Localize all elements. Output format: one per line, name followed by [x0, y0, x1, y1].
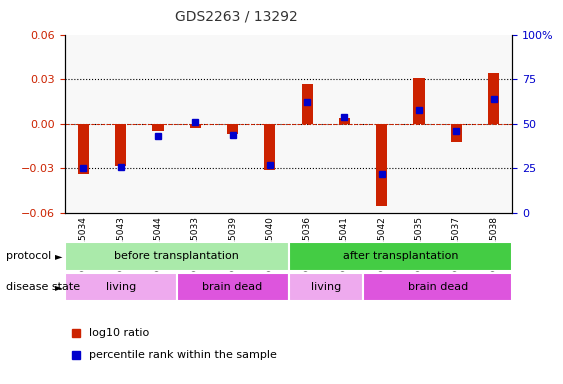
Text: ►: ► [55, 282, 63, 292]
Text: protocol: protocol [6, 251, 51, 262]
Bar [363, 273, 512, 301]
Text: ►: ► [55, 251, 63, 262]
Text: brain dead: brain dead [408, 282, 468, 292]
Bar [376, 124, 387, 206]
Bar [177, 35, 214, 213]
Bar [251, 35, 288, 213]
Bar [214, 35, 251, 213]
Bar [438, 35, 475, 213]
Bar [289, 273, 363, 301]
Bar [102, 35, 139, 213]
Text: log10 ratio: log10 ratio [90, 328, 150, 338]
Bar [289, 35, 326, 213]
Bar [264, 124, 275, 170]
Text: after transplantation: after transplantation [343, 251, 458, 262]
Bar [65, 273, 177, 301]
Text: percentile rank within the sample: percentile rank within the sample [90, 350, 277, 360]
Text: GDS2263 / 13292: GDS2263 / 13292 [175, 10, 298, 23]
Bar [451, 124, 462, 142]
Bar [326, 35, 363, 213]
Bar [475, 35, 512, 213]
Bar [488, 73, 499, 124]
Bar [190, 124, 201, 128]
Bar [339, 118, 350, 124]
Text: living: living [311, 282, 341, 292]
Bar [289, 242, 512, 271]
Bar [78, 124, 89, 174]
Bar [65, 242, 289, 271]
Bar [400, 35, 438, 213]
Bar [177, 273, 289, 301]
Text: living: living [106, 282, 136, 292]
Text: brain dead: brain dead [203, 282, 263, 292]
Bar [363, 35, 400, 213]
Bar [302, 84, 313, 124]
Bar [140, 35, 177, 213]
Bar [413, 78, 425, 124]
Bar [115, 124, 126, 166]
Bar [153, 124, 164, 131]
Text: before transplantation: before transplantation [114, 251, 239, 262]
Bar [65, 35, 102, 213]
Bar [227, 124, 238, 134]
Text: disease state: disease state [6, 282, 80, 292]
